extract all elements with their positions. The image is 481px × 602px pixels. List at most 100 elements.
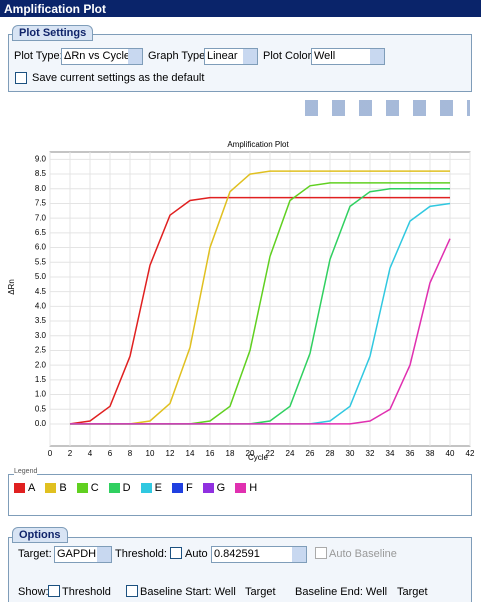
y-tick-label: 9.0 — [35, 154, 47, 163]
title-bar — [0, 0, 481, 17]
label: Target: — [18, 548, 52, 560]
legend-swatch — [171, 483, 183, 494]
y-tick-label: 4.0 — [35, 301, 47, 310]
label: Plot Type: — [14, 50, 63, 62]
plot-color-select[interactable]: Well — [311, 48, 385, 65]
x-tick-label: 38 — [426, 449, 435, 458]
chart-title: Amplification Plot — [227, 140, 289, 149]
legend-label: H — [249, 482, 258, 494]
label: Target — [397, 586, 428, 598]
x-tick-label: 8 — [128, 449, 133, 458]
x-tick-label: 34 — [386, 449, 395, 458]
legend-swatch — [202, 483, 214, 494]
series-line — [70, 238, 451, 425]
legend-item: F — [171, 482, 193, 494]
chart: Amplification Plot Cycle ΔRn 0.0 0.5 1.0 1.… — [7, 140, 475, 462]
legend: A B C D E F G H — [14, 482, 267, 494]
legend-swatch — [14, 483, 25, 494]
legend-swatch — [235, 483, 247, 494]
legend-item: A — [14, 482, 35, 494]
x-tick-label: 22 — [266, 449, 275, 458]
y-tick-label: 1.5 — [35, 375, 47, 384]
legend-label: B — [59, 482, 67, 494]
graph-type-select[interactable]: Linear — [204, 48, 258, 65]
x-tick-label: 42 — [466, 449, 475, 458]
x-tick-label: 24 — [286, 449, 295, 458]
threshold-input[interactable]: 0.842591 — [211, 546, 307, 563]
x-tick-label: 26 — [306, 449, 315, 458]
label: Target — [245, 586, 276, 598]
label: Show: — [18, 586, 49, 598]
label: Baseline End: Well — [295, 586, 388, 598]
x-tick-label: 18 — [226, 449, 235, 458]
label: Threshold — [62, 586, 111, 598]
legend-item: H — [235, 482, 257, 494]
y-tick-label: 2.0 — [35, 360, 47, 369]
label: Plot Color: — [263, 50, 315, 62]
y-tick-label: 2.5 — [35, 346, 47, 355]
x-tick-label: 28 — [326, 449, 335, 458]
checkbox[interactable] — [126, 585, 138, 597]
legend-item: G — [202, 482, 226, 494]
x-tick-label: 16 — [206, 449, 215, 458]
y-tick-label: 4.5 — [35, 287, 47, 296]
y-tick-label: 5.5 — [35, 257, 47, 266]
y-tick-label: 6.0 — [35, 243, 47, 252]
legend-label: F — [185, 482, 193, 494]
x-tick-label: 4 — [88, 449, 93, 458]
x-tick-label: 2 — [68, 449, 73, 458]
legend-item: C — [76, 482, 99, 494]
target-select[interactable]: GAPDH — [54, 546, 112, 563]
y-tick-label: 6.5 — [35, 228, 47, 237]
label: Baseline Start: Well — [140, 586, 236, 598]
legend-swatch — [76, 483, 88, 494]
y-tick-label: 0.0 — [35, 419, 47, 428]
y-tick-label: 3.0 — [35, 331, 47, 340]
toolbar[interactable] — [305, 100, 470, 116]
label: Auto Baseline — [329, 548, 397, 560]
label: Threshold: — [115, 548, 167, 560]
checkbox[interactable] — [15, 72, 27, 84]
checkbox[interactable] — [48, 585, 60, 597]
plot-area — [49, 151, 471, 447]
legend-item: D — [108, 482, 131, 494]
y-tick-label: 8.5 — [35, 169, 47, 178]
x-tick-label: 10 — [146, 449, 155, 458]
label: Graph Type: — [148, 50, 209, 62]
panel-tab: Plot Settings — [12, 25, 94, 41]
label: Save current settings as the default — [32, 72, 205, 84]
legend-item: B — [45, 482, 67, 494]
x-axis-label: Cycle — [248, 453, 269, 462]
legend-title: Legend — [14, 468, 38, 475]
y-tick-label: 7.0 — [35, 213, 47, 222]
legend-swatch — [108, 483, 120, 494]
x-tick-label: 40 — [446, 449, 455, 458]
x-tick-label: 20 — [246, 449, 255, 458]
legend-label: E — [154, 482, 162, 494]
legend-item: E — [140, 482, 162, 494]
x-tick-label: 14 — [186, 449, 195, 458]
x-tick-label: 32 — [366, 449, 375, 458]
legend-label: D — [122, 482, 131, 494]
x-tick-label: 30 — [346, 449, 355, 458]
legend-label: G — [216, 482, 226, 494]
legend-panel — [8, 474, 472, 516]
legend-swatch — [45, 483, 57, 494]
window-title: Amplification Plot — [4, 2, 106, 16]
panel-tab: Options — [12, 527, 68, 543]
checkbox[interactable] — [170, 547, 182, 559]
x-tick-label: 0 — [48, 449, 53, 458]
y-tick-label: 3.5 — [35, 316, 47, 325]
series-line — [69, 196, 450, 425]
legend-label: A — [28, 482, 36, 494]
y-tick-label: 5.0 — [35, 272, 47, 281]
plot-type-select[interactable]: ΔRn vs Cycle — [61, 48, 143, 65]
y-axis-label: ΔRn — [7, 279, 16, 295]
legend-label: C — [90, 482, 99, 494]
x-tick-label: 12 — [166, 449, 175, 458]
x-tick-label: 6 — [108, 449, 113, 458]
y-tick-label: 1.0 — [35, 390, 47, 399]
y-tick-label: 7.5 — [35, 199, 47, 208]
x-tick-label: 36 — [406, 449, 415, 458]
